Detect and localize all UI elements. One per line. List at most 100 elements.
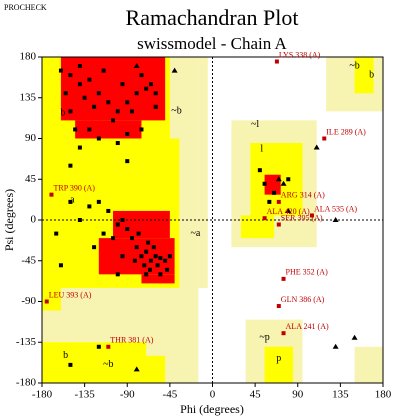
outlier-point (322, 136, 327, 141)
region (141, 274, 175, 284)
residue-point (101, 68, 106, 73)
residue-point (54, 231, 59, 236)
residue-point (144, 272, 149, 277)
residue-point (106, 208, 111, 213)
residue-point (167, 254, 172, 259)
residue-point (63, 91, 68, 96)
residue-point (120, 82, 125, 87)
region-label: b (369, 69, 374, 80)
residue-point (267, 199, 272, 204)
outlier-label: TRP 390 (A) (53, 183, 95, 192)
outlier-point (281, 276, 286, 281)
region (113, 210, 170, 239)
residue-point (87, 204, 92, 209)
residue-point (92, 104, 97, 109)
glycine-point (285, 207, 292, 213)
region (198, 57, 208, 288)
region-label: ~a (191, 228, 201, 239)
residue-point (139, 254, 144, 259)
residue-point (139, 127, 144, 132)
residue-point (106, 100, 111, 105)
region (42, 287, 61, 311)
residue-point (132, 258, 137, 263)
residue-point (129, 236, 134, 241)
region (264, 174, 281, 195)
residue-point (148, 82, 153, 87)
outlier-point (274, 59, 279, 64)
glycine-point (332, 343, 339, 349)
glycine-point (133, 63, 140, 69)
x-tick-label: 45 (250, 389, 262, 401)
residue-point (165, 267, 170, 272)
outlier-label: ILE 289 (A) (326, 127, 366, 136)
residue-point (77, 82, 82, 87)
residue-point (115, 222, 120, 227)
outlier-point (276, 222, 281, 227)
outlier-label: GLN 386 (A) (281, 295, 325, 304)
residue-point (144, 249, 149, 254)
outlier-label: ARG 314 (A) (281, 191, 325, 200)
residue-point (134, 245, 139, 250)
region (264, 346, 294, 383)
residue-point (136, 231, 141, 236)
residue-point (163, 258, 168, 263)
residue-point (111, 118, 116, 123)
outlier-label: LYS 338 (A) (279, 50, 321, 59)
residue-point (92, 245, 97, 250)
outlier-label: SER 395 (A) (281, 213, 323, 222)
residue-point (125, 131, 130, 136)
chart-subtitle: swissmodel - Chain A (137, 34, 287, 53)
residue-point (125, 227, 130, 232)
region (354, 346, 383, 383)
glycine-point (351, 334, 358, 340)
residue-point (148, 258, 153, 263)
residue-point (286, 177, 291, 182)
x-tick-label: -135 (75, 389, 96, 401)
residue-point (87, 127, 92, 132)
outlier-label: ALA 535 (A) (314, 204, 357, 213)
glycine-point (280, 180, 287, 186)
residue-point (144, 86, 149, 91)
residue-point (68, 109, 73, 114)
residue-point (87, 77, 92, 82)
y-tick-label: -180 (16, 377, 37, 389)
residue-point (153, 104, 158, 109)
y-tick-label: -45 (21, 254, 36, 266)
residue-point (96, 136, 101, 141)
residue-point (272, 190, 277, 195)
regions (42, 57, 383, 383)
x-tick-label: 0 (210, 389, 216, 401)
outlier-label: THR 381 (A) (110, 336, 153, 345)
residue-point (68, 199, 73, 204)
x-tick-label: -45 (163, 389, 178, 401)
outlier-label: ALA 241 (A) (286, 322, 329, 331)
residue-point (153, 254, 158, 259)
x-tick-label: 135 (332, 389, 349, 401)
residue-point (153, 91, 158, 96)
outlier-point (281, 331, 286, 336)
residue-point (77, 145, 82, 150)
y-tick-label: 0 (31, 214, 37, 226)
region-label: b (60, 107, 65, 118)
residue-point (139, 73, 144, 78)
x-tick-label: 180 (375, 389, 392, 401)
residue-point (129, 109, 134, 114)
residue-point (101, 231, 106, 236)
region (75, 120, 142, 139)
y-tick-label: -135 (16, 336, 37, 348)
y-tick-label: 180 (20, 51, 37, 63)
region (98, 238, 175, 275)
residue-point (134, 91, 139, 96)
residue-point (262, 181, 267, 186)
outlier-point (262, 216, 267, 221)
outlier-point (276, 199, 281, 204)
y-tick-label: 90 (25, 132, 37, 144)
region-label: ~b (171, 106, 181, 117)
residue-point (96, 344, 101, 349)
region-label: ~p (259, 332, 269, 343)
residue-point (68, 73, 73, 78)
region-label: a (70, 194, 75, 205)
residue-point (73, 127, 78, 132)
